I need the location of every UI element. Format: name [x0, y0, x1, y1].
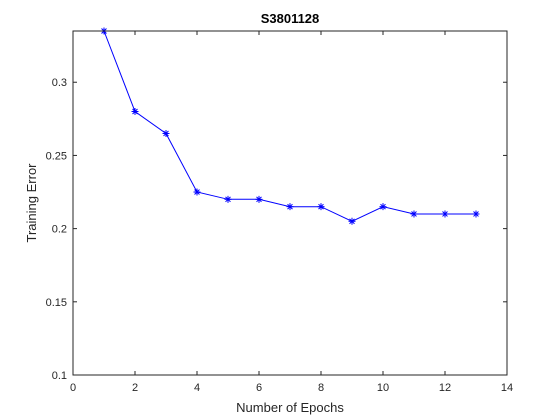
- data-point-marker: [410, 210, 418, 218]
- marker-stroke: [163, 130, 169, 137]
- data-point-marker: [317, 203, 325, 211]
- y-tick-label: 0.1: [52, 370, 67, 382]
- marker-stroke: [380, 203, 386, 210]
- data-point-marker: [472, 210, 480, 218]
- data-point-marker: [224, 195, 232, 203]
- y-tick-label: 0.15: [46, 297, 67, 309]
- marker-stroke: [473, 211, 479, 217]
- x-tick-label: 0: [70, 382, 76, 394]
- data-point-marker: [255, 195, 263, 203]
- x-tick-label: 6: [256, 382, 262, 394]
- marker-stroke: [287, 203, 293, 210]
- axes-box: [72, 30, 508, 376]
- marker-stroke: [318, 203, 324, 210]
- data-point-marker: [379, 203, 387, 211]
- plot-area: [73, 31, 507, 375]
- data-point-marker: [441, 210, 449, 218]
- marker-stroke: [411, 211, 417, 217]
- data-point-marker: [162, 129, 170, 137]
- marker-stroke: [349, 218, 355, 225]
- y-tick-label: 0.3: [52, 77, 67, 89]
- labels-group: S3801128 Number of Epochs Training Error: [24, 11, 344, 415]
- y-axis-label: Training Error: [24, 163, 39, 243]
- chart-title: S3801128: [261, 11, 320, 26]
- x-tick-label: 14: [501, 382, 513, 394]
- x-tick-label: 12: [439, 382, 451, 394]
- x-tick-label: 4: [194, 382, 200, 394]
- marker-stroke: [442, 211, 448, 217]
- data-point-marker: [286, 203, 294, 211]
- marker-stroke: [194, 189, 200, 195]
- marker-stroke: [256, 196, 262, 203]
- series-group: [100, 27, 480, 225]
- y-tick-label: 0.25: [46, 150, 67, 162]
- x-tick-label: 8: [318, 382, 324, 394]
- x-tick-label: 2: [132, 382, 138, 394]
- x-axis-label: Number of Epochs: [236, 400, 344, 415]
- marker-stroke: [225, 196, 231, 203]
- data-point-marker: [193, 188, 201, 196]
- marker-stroke: [132, 108, 138, 115]
- data-point-marker: [131, 108, 139, 116]
- x-tick-label: 10: [377, 382, 389, 394]
- data-point-marker: [348, 217, 356, 225]
- y-tick-label: 0.2: [52, 224, 67, 236]
